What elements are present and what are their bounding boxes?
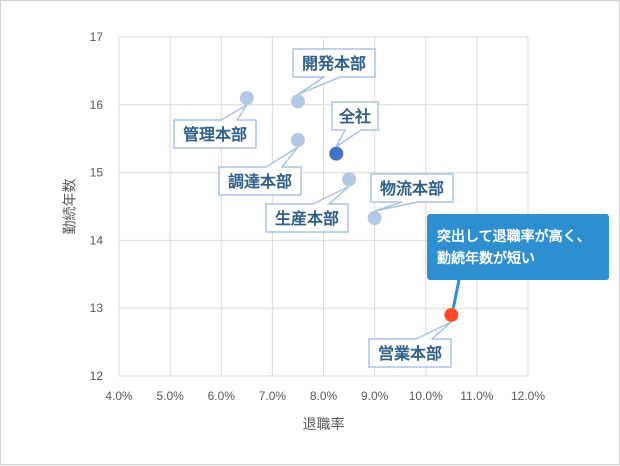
- data-point: [239, 91, 254, 106]
- x-tick-label: 10.0%: [409, 389, 443, 403]
- point-label: 物流本部: [380, 179, 444, 198]
- y-tick-label: 15: [90, 166, 104, 180]
- point-label: 開発本部: [302, 54, 366, 73]
- point-label: 調達本部: [228, 172, 292, 191]
- x-axis-title: 退職率: [303, 416, 345, 432]
- x-tick-label: 12.0%: [511, 389, 545, 403]
- point-layer: [239, 91, 459, 322]
- label-callout: [292, 48, 376, 96]
- y-tick-label: 17: [90, 30, 104, 44]
- label-callout: [265, 185, 350, 233]
- data-point: [329, 146, 344, 161]
- y-tick-label: 16: [90, 98, 104, 112]
- y-tick-label: 12: [90, 369, 104, 383]
- x-tick-label: 5.0%: [156, 389, 184, 403]
- label-callout: [368, 321, 452, 368]
- label-callout: [370, 173, 454, 212]
- annotation-box: [427, 214, 609, 280]
- data-point: [290, 133, 305, 148]
- data-point: [444, 307, 459, 322]
- label-callout: [218, 146, 302, 196]
- annotation-text: 突出して退職率が高く、: [437, 228, 591, 244]
- point-label: 生産本部: [275, 209, 339, 228]
- x-tick-label: 7.0%: [259, 389, 287, 403]
- data-point: [367, 211, 382, 226]
- point-label: 営業本部: [378, 344, 442, 363]
- label-callout: [331, 101, 379, 148]
- data-point: [342, 172, 357, 187]
- y-axis-title: 勤続年数: [62, 179, 78, 235]
- x-tick-label: 9.0%: [361, 389, 389, 403]
- point-label: 管理本部: [183, 125, 247, 144]
- label-callout: [173, 104, 257, 149]
- y-tick-label: 14: [90, 233, 104, 247]
- axis-layer: 4.0% 5.0% 6.0% 7.0% 8.0% 9.0% 10.0% 11.0% 12.0% 1…: [62, 30, 546, 432]
- x-tick-label: 4.0%: [105, 389, 133, 403]
- annotation-layer: 突出して退職率が高く、勤続年数が短い: [427, 214, 609, 309]
- annotation-pointer: [451, 279, 461, 309]
- x-tick-label: 11.0%: [460, 389, 493, 403]
- x-tick-label: 6.0%: [208, 389, 236, 403]
- point-label: 全社: [338, 107, 371, 126]
- y-tick-label: 13: [90, 301, 104, 315]
- data-point: [290, 94, 305, 109]
- x-tick-label: 8.0%: [310, 389, 338, 403]
- annotation-text: 勤続年数が短い: [437, 250, 535, 266]
